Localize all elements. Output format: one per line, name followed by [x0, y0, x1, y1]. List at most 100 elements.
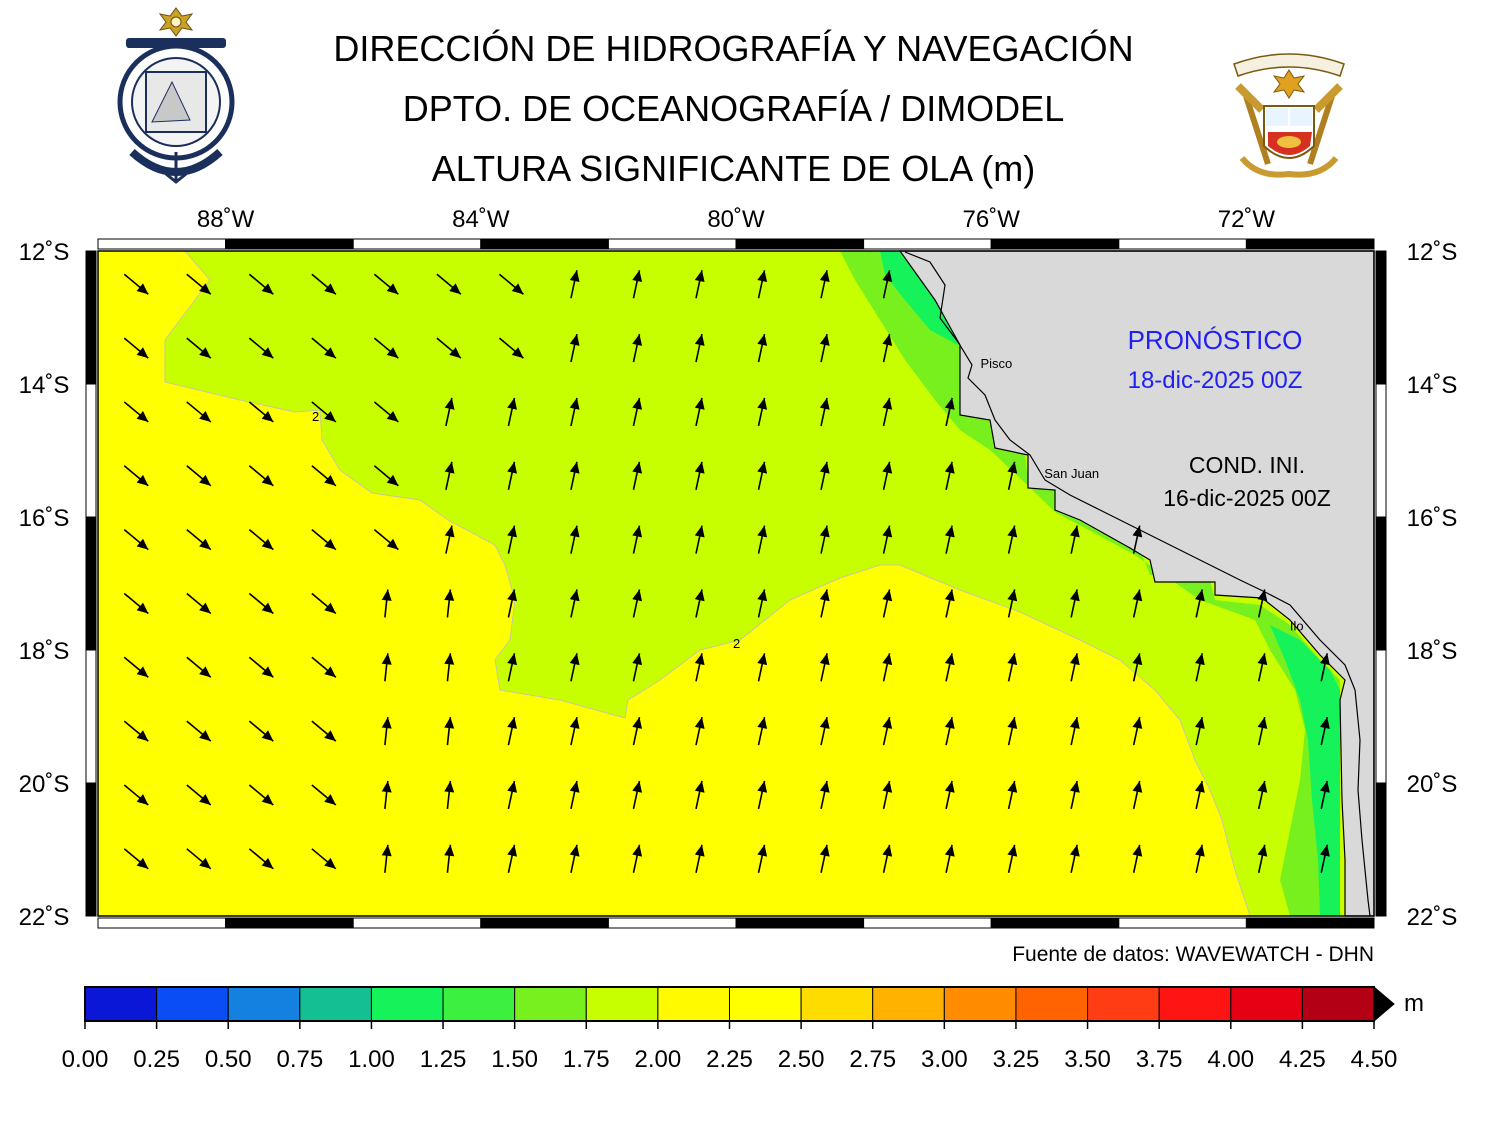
wave-arrow-head: [694, 717, 705, 729]
wave-arrow-head: [136, 857, 149, 869]
colorbar-swatch: [156, 986, 229, 1022]
wave-arrow-head: [444, 844, 455, 857]
colorbar-tick-label: 0.25: [133, 1046, 180, 1073]
colorbar-tick-label: 1.25: [420, 1046, 467, 1073]
wave-arrow-head: [444, 589, 455, 601]
wave-arrow-head: [261, 347, 274, 359]
wave-arrow-head: [569, 844, 580, 857]
lon-tick-label: 76˚W: [963, 206, 1021, 233]
wave-arrow-head: [136, 538, 149, 550]
wave-arrow-head: [261, 857, 274, 869]
wave-arrow-head: [819, 589, 830, 602]
wave-arrow-head: [882, 270, 893, 283]
colorbar-swatch: [514, 986, 587, 1022]
wave-arrow-head: [381, 653, 392, 665]
contour-label: 2: [312, 409, 319, 424]
wave-arrow-head: [386, 474, 399, 486]
colorbar-tick-label: 2.00: [635, 1046, 682, 1073]
wave-arrow-head: [136, 411, 149, 422]
wave-arrow-head: [1069, 780, 1080, 793]
contour-label: 2: [733, 636, 740, 651]
wave-arrow-head: [819, 461, 830, 474]
colorbar-tick-label: 2.25: [706, 1046, 753, 1073]
place-ilo: Ilo: [1290, 619, 1304, 634]
wave-arrow-head: [324, 602, 336, 614]
zone-1-00-1-25-south: [1270, 625, 1340, 916]
colorbar-tick-label: 0.00: [62, 1046, 109, 1073]
wave-arrow-head: [507, 717, 518, 729]
zone-2-00-2-25: [97, 250, 1251, 917]
wave-arrow-head: [882, 844, 893, 857]
wave-arrow-head: [324, 474, 336, 486]
wave-arrow-head: [944, 717, 955, 729]
wave-arrow-head: [136, 347, 149, 359]
navy-emblem-logo: [1233, 53, 1345, 178]
colorbar-swatch: [872, 986, 945, 1022]
wave-arrow-head: [199, 538, 211, 550]
wave-arrow-head: [819, 653, 830, 666]
wave-arrow-head: [632, 589, 643, 602]
wave-arrow-head: [1194, 653, 1205, 666]
wave-arrow-head: [136, 602, 149, 614]
colorbar-tick-label: 1.50: [491, 1046, 538, 1073]
lat-tick-label-left: 16˚S: [19, 505, 70, 532]
wave-arrow-head: [444, 525, 455, 538]
wave-arrow-head: [569, 270, 580, 283]
wave-arrow-head: [569, 589, 580, 602]
wave-arrow-head: [757, 780, 768, 793]
wave-arrow-head: [944, 525, 955, 538]
wave-arrow-head: [944, 397, 955, 410]
wave-arrow-head: [507, 653, 518, 666]
wave-arrow-head: [136, 474, 149, 486]
wave-arrow-head: [757, 397, 768, 410]
wave-arrow-head: [324, 857, 336, 869]
colorbar-swatch: [1230, 986, 1303, 1022]
wave-arrow-head: [261, 283, 274, 295]
wave-arrow-head: [199, 602, 211, 614]
lon-tick-label: 72˚W: [1218, 206, 1276, 233]
wave-arrow-head: [569, 461, 580, 474]
colorbar-swatch: [1015, 986, 1089, 1022]
wave-arrow-head: [694, 461, 705, 474]
wave-arrow-head: [199, 347, 211, 359]
lat-tick-label-right: 12˚S: [1407, 239, 1458, 266]
wave-arrow-head: [569, 717, 580, 729]
colorbar-tick-label: 0.75: [276, 1046, 323, 1073]
wave-arrow-head: [944, 780, 955, 793]
wave-arrow-head: [386, 283, 399, 295]
wave-arrow-head: [199, 730, 211, 742]
wave-arrow-head: [757, 270, 768, 283]
wave-arrow-head: [694, 589, 705, 602]
colorbar-tick-label: 3.00: [921, 1046, 968, 1073]
wave-arrow-head: [1069, 844, 1080, 857]
wave-arrow-head: [1007, 717, 1018, 729]
wave-arrow-head: [1320, 844, 1330, 857]
wave-arrow-head: [757, 653, 768, 666]
wave-arrow-head: [261, 411, 274, 422]
colorbar-swatch: [585, 986, 659, 1022]
wave-arrow-head: [1320, 717, 1330, 729]
wave-arrow-head: [1007, 844, 1018, 857]
wave-arrow-head: [757, 461, 768, 474]
wave-arrow-head: [261, 538, 274, 550]
wave-arrow-head: [819, 844, 830, 857]
wave-arrow-head: [261, 794, 274, 805]
lat-tick-label-left: 22˚S: [19, 904, 70, 931]
lat-tick-label-right: 20˚S: [1407, 771, 1458, 798]
colorbar-swatch: [227, 986, 301, 1022]
lat-tick-label-right: 16˚S: [1407, 505, 1458, 532]
wave-arrow-head: [1132, 717, 1143, 729]
wave-arrow-head: [1007, 653, 1018, 666]
colorbar-swatch: [84, 986, 158, 1022]
colorbar-swatch: [943, 986, 1017, 1022]
colorbar-swatch: [442, 986, 516, 1022]
colorbar-swatch: [657, 986, 731, 1022]
lat-tick-label-left: 20˚S: [19, 771, 70, 798]
wave-arrow-head: [694, 397, 705, 410]
wave-arrow-head: [1194, 717, 1205, 729]
wave-arrow-head: [507, 397, 518, 410]
wave-arrow-head: [694, 525, 705, 538]
wave-arrow-head: [882, 653, 893, 666]
wave-arrow-head: [136, 283, 149, 295]
